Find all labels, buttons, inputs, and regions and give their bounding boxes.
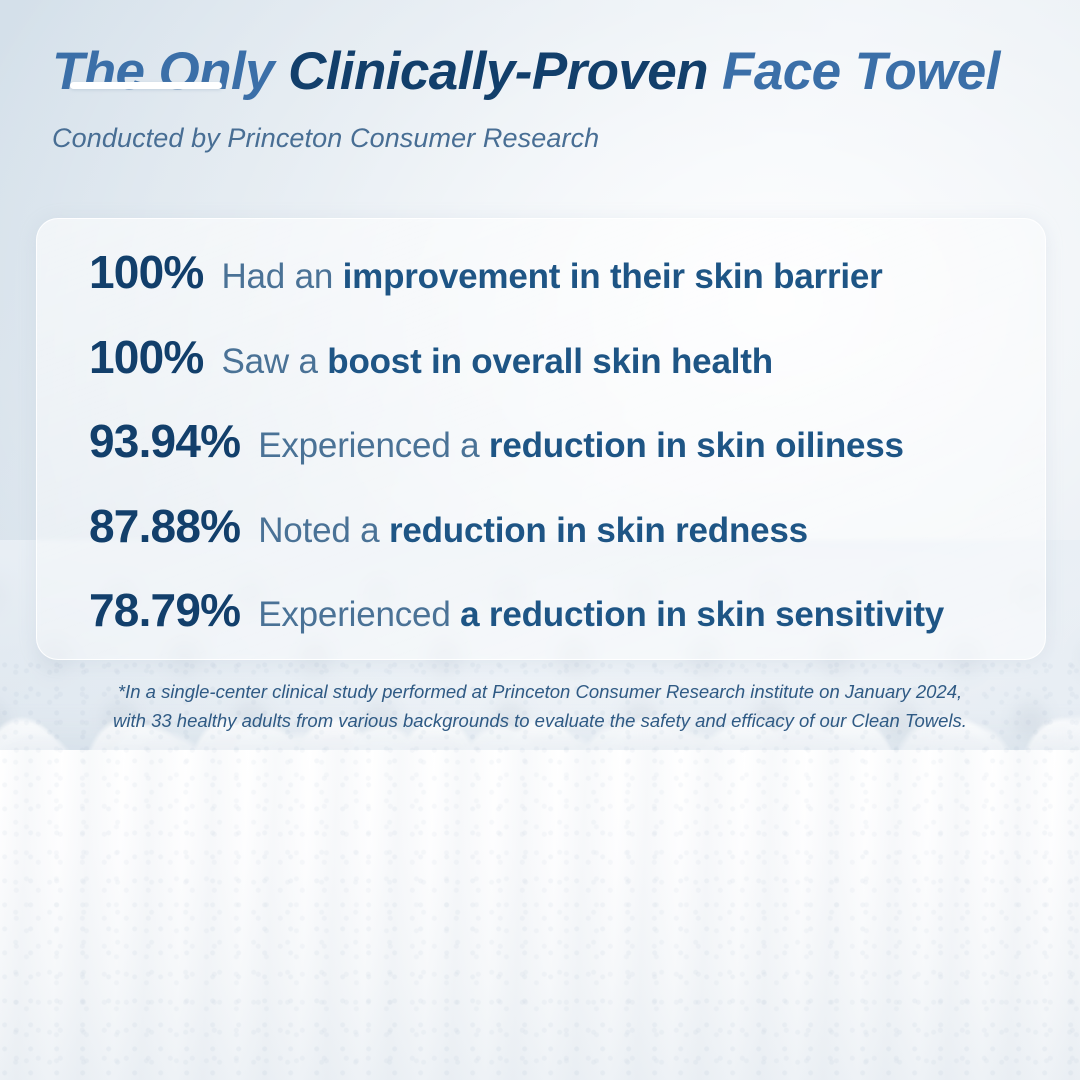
stat-row: 87.88% Noted a reduction in skin redness: [89, 499, 1001, 553]
title-segment-2: Clinically-Proven: [288, 42, 708, 101]
towel-fiber-texture: [0, 650, 1080, 1080]
stats-card: 100% Had an improvement in their skin ba…: [36, 218, 1046, 660]
header: The Only Clinically-Proven Face Towel Co…: [52, 42, 1040, 154]
stat-percent: 100%: [89, 330, 204, 383]
page-title: The Only Clinically-Proven Face Towel: [52, 42, 1040, 101]
stat-row: 100% Had an improvement in their skin ba…: [89, 245, 1001, 299]
stat-lead-text: Experienced: [258, 595, 461, 634]
stat-row: 93.94% Experienced a reduction in skin o…: [89, 414, 1001, 468]
stat-percent: 78.79%: [89, 584, 241, 636]
stat-lead-text: Experienced a: [258, 426, 489, 465]
stats-list: 100% Had an improvement in their skin ba…: [89, 245, 1001, 637]
footnote-line-2: with 33 healthy adults from various back…: [113, 709, 967, 731]
stat-row: 78.79% Experienced a reduction in skin s…: [89, 583, 1001, 637]
stat-description: Noted a reduction in skin redness: [258, 511, 808, 551]
subtitle: Conducted by Princeton Consumer Research: [52, 123, 600, 154]
stat-lead-text: Noted a: [258, 510, 389, 550]
stat-emphasis-text: improvement in their skin barrier: [342, 257, 883, 296]
towel-shading: [0, 750, 1080, 1080]
footnote-line-1: *In a single-center clinical study perfo…: [117, 681, 963, 702]
stat-description: Experienced a reduction in skin oiliness: [258, 426, 904, 466]
study-footnote: *In a single-center clinical study perfo…: [60, 678, 1020, 735]
stat-description: Saw a boost in overall skin health: [221, 341, 773, 382]
stat-lead-text: Saw a: [221, 341, 328, 381]
stat-emphasis-text: a reduction in skin sensitivity: [460, 595, 945, 634]
towel-body: [0, 750, 1080, 1080]
title-segment-3: Face Towel: [707, 42, 1000, 101]
title-segment-1: The Only: [52, 42, 289, 101]
stat-percent: 87.88%: [89, 499, 241, 552]
towel-photo: [0, 588, 1080, 1080]
stat-percent: 93.94%: [89, 415, 241, 467]
stat-lead-text: Had an: [221, 257, 343, 296]
stat-description: Had an improvement in their skin barrier: [221, 257, 882, 297]
stat-emphasis-text: reduction in skin redness: [388, 510, 808, 550]
stat-row: 100% Saw a boost in overall skin health: [89, 330, 1001, 384]
stat-description: Experienced a reduction in skin sensitiv…: [258, 595, 944, 635]
stat-emphasis-text: boost in overall skin health: [327, 341, 773, 381]
title-underline-accent: [70, 82, 222, 89]
stat-percent: 100%: [89, 246, 204, 298]
stat-emphasis-text: reduction in skin oiliness: [488, 426, 904, 465]
